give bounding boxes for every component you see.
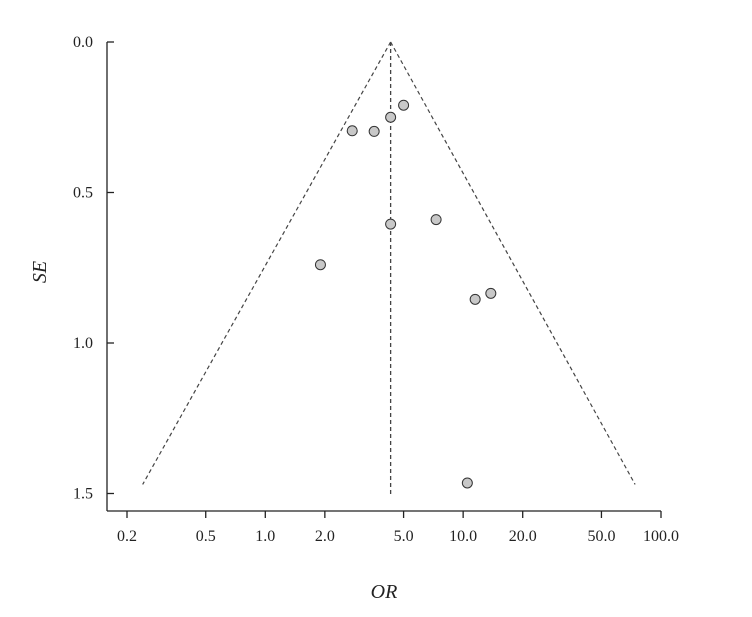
x-tick-label: 100.0 [643, 528, 679, 545]
y-tick-label: 1.0 [73, 335, 93, 352]
y-axis-title: SE [29, 261, 51, 283]
data-point [385, 111, 397, 123]
data-point [485, 287, 497, 299]
data-point [314, 259, 326, 271]
data-point [368, 125, 380, 137]
data-points [314, 99, 497, 489]
x-tick-label: 20.0 [509, 528, 537, 545]
x-tick-label: 1.0 [255, 528, 275, 545]
data-point [430, 214, 442, 226]
x-axis-title: OR [371, 581, 398, 603]
funnel [142, 41, 636, 497]
data-point [398, 99, 410, 111]
funnel-right-limit [390, 41, 636, 485]
x-tick-label: 5.0 [394, 528, 414, 545]
axes: 0.0 0.5 1.0 1.5 0.2 0.5 1.0 2.0 5.0 10.0 20.0 50.0 1… [73, 34, 679, 545]
x-tick-label: 0.5 [196, 528, 216, 545]
data-point [469, 293, 481, 305]
x-tick-label: 2.0 [315, 528, 335, 545]
funnel-left-limit [142, 41, 392, 485]
x-tick-label: 50.0 [587, 528, 615, 545]
y-tick-label: 0.5 [73, 185, 93, 202]
y-tick-label: 1.5 [73, 486, 93, 503]
x-tick-label: 10.0 [449, 528, 477, 545]
data-point [385, 218, 397, 230]
y-tick-label: 0.0 [73, 34, 93, 51]
x-tick-label: 0.2 [117, 528, 137, 545]
data-point [461, 477, 473, 489]
data-point [346, 125, 358, 137]
